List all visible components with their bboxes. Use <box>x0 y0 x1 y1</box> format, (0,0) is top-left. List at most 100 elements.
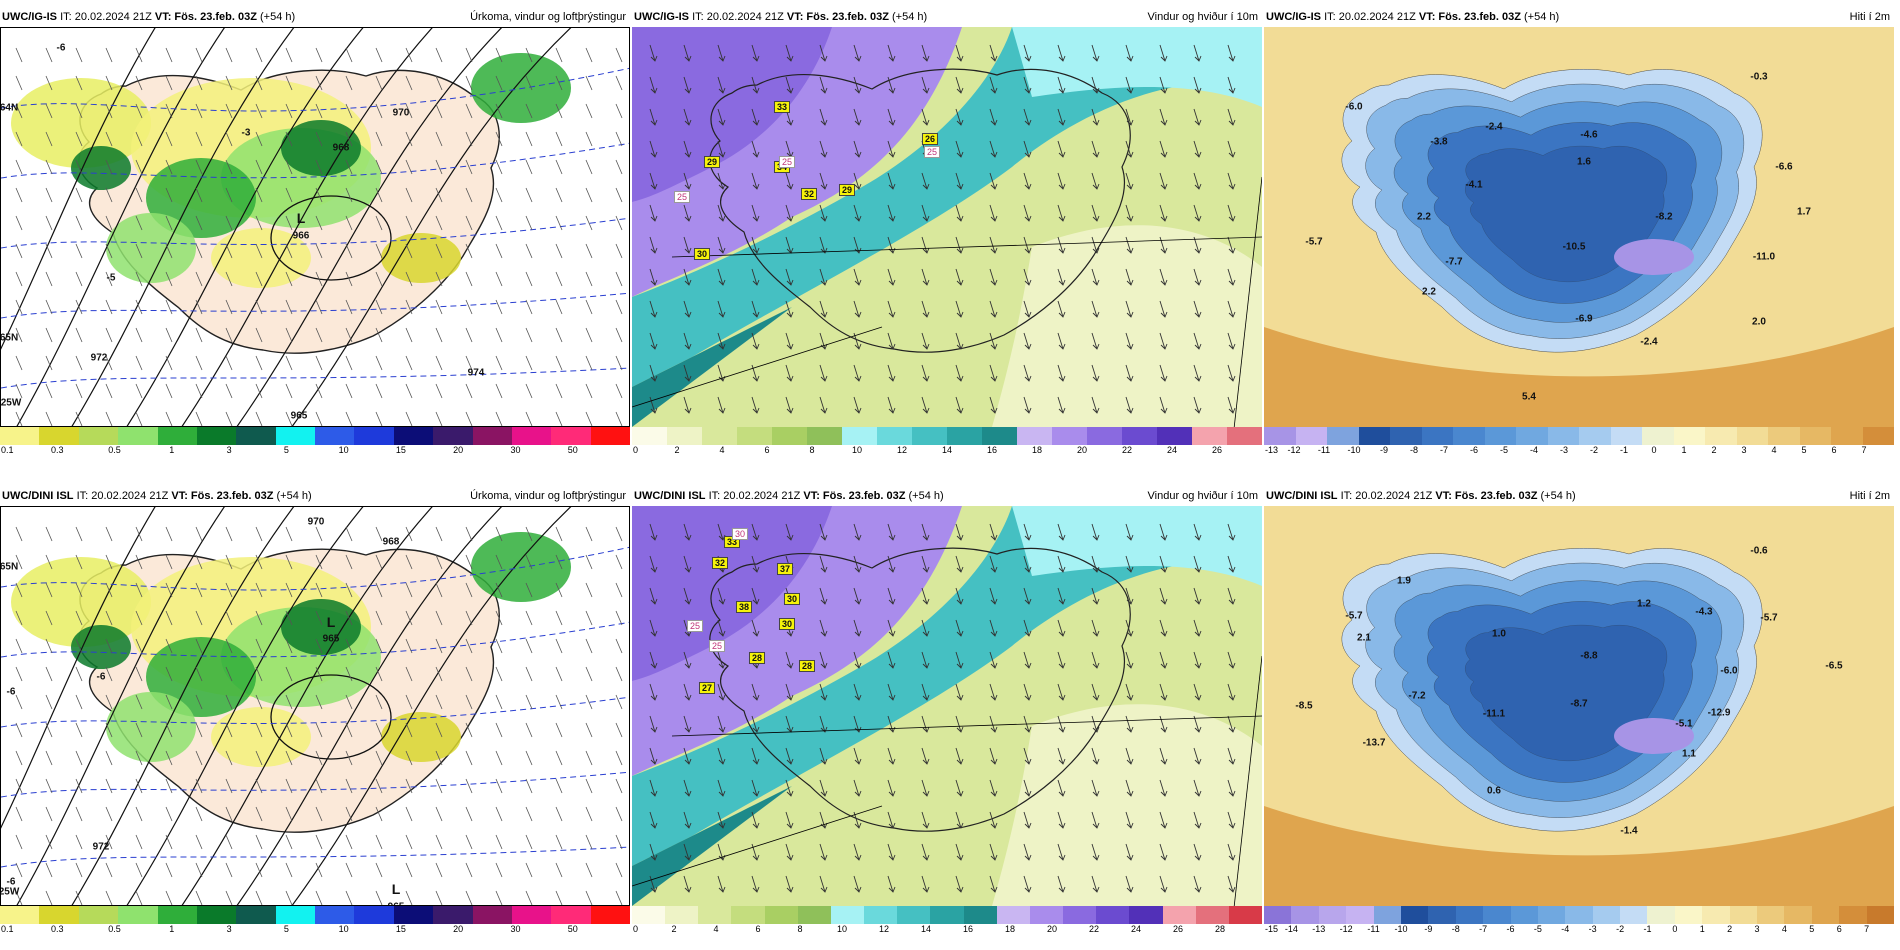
issue-time: IT: 20.02.2024 21Z <box>692 11 784 23</box>
wind-barb <box>615 187 623 203</box>
colorbar-tick: 3 <box>226 445 232 455</box>
wind-barb <box>45 187 53 203</box>
colorbar-tick: 16 <box>962 924 974 934</box>
wind-barb <box>165 411 173 426</box>
wind-barb <box>405 582 413 598</box>
wind-barb <box>465 582 473 598</box>
isobar <box>291 507 572 905</box>
wind-barb <box>525 610 533 626</box>
wind-barb <box>165 862 173 878</box>
colorbar-swatch <box>1674 906 1703 924</box>
wind-barb <box>45 526 53 542</box>
wind-arrow <box>751 555 760 573</box>
wind-arrow <box>785 204 794 222</box>
wind-barb <box>495 131 503 147</box>
colorbar-swatch <box>702 427 737 445</box>
wind-arrow <box>1193 555 1202 573</box>
wind-barb <box>255 411 263 426</box>
wind-arrow <box>955 715 964 733</box>
wind-barb <box>405 694 413 710</box>
wind-barb <box>345 638 353 654</box>
wind-barb <box>15 159 23 175</box>
colorbar-tick: 20 <box>453 445 464 455</box>
wind-barb <box>105 834 113 850</box>
wind-barb <box>405 327 413 343</box>
wind-arrow <box>649 587 658 605</box>
wind-barb <box>315 862 323 878</box>
wind-barb <box>285 722 293 738</box>
wind-barb <box>435 666 443 682</box>
wind-arrow <box>683 364 692 382</box>
wind-barb <box>195 187 203 203</box>
wind-arrow <box>989 779 998 797</box>
colorbar-swatch <box>1484 427 1516 445</box>
wind-arrow <box>853 875 862 893</box>
wind-barb <box>255 862 263 878</box>
wind-barb <box>105 187 113 203</box>
wind-arrow <box>887 651 896 669</box>
wind-arrow <box>853 364 862 382</box>
wind-arrow <box>955 268 964 286</box>
wind-barb <box>285 159 293 175</box>
colorbar-swatch <box>551 427 591 445</box>
colorbar-swatch <box>930 906 964 924</box>
colorbar-tick: 2 <box>1711 445 1717 455</box>
grid-line <box>632 805 883 887</box>
map-value-label: -11.1 <box>1482 708 1506 720</box>
wind-barb <box>255 327 263 343</box>
wind-arrow <box>1227 875 1236 893</box>
map-value-label: 1.9 <box>1397 575 1411 587</box>
wind-barb <box>105 271 113 287</box>
colorbar-swatch <box>393 427 434 445</box>
wind-arrow <box>1023 44 1032 62</box>
wind-arrow <box>853 523 862 541</box>
wind-barb <box>225 243 233 259</box>
wind-arrow <box>1125 44 1134 62</box>
precip-area <box>281 599 361 655</box>
wind-barb <box>585 750 593 766</box>
wind-arrow <box>649 364 658 382</box>
wind-arrow <box>853 651 862 669</box>
wind-barb <box>255 666 263 682</box>
wind-arrow <box>785 779 794 797</box>
wind-arrow <box>1125 875 1134 893</box>
wind-arrow <box>819 172 828 190</box>
wind-barb <box>45 582 53 598</box>
wind-barb <box>555 722 563 738</box>
wind-barb <box>315 299 323 315</box>
wind-arrow <box>1193 268 1202 286</box>
wind-arrow <box>1159 875 1168 893</box>
wind-barb <box>405 187 413 203</box>
wind-barb <box>75 666 83 682</box>
wind-barb <box>255 103 263 119</box>
wind-barb <box>585 131 593 147</box>
wind-arrow <box>921 108 930 126</box>
wind-barb <box>225 834 233 850</box>
wind-barb <box>105 806 113 822</box>
wind-barb <box>255 834 263 850</box>
colorbar-swatch <box>797 906 831 924</box>
wind-barb <box>135 610 143 626</box>
precip-area <box>381 233 461 283</box>
wind-arrow <box>955 747 964 765</box>
wind-barb <box>105 327 113 343</box>
map-value-label: 0.6 <box>1487 785 1501 797</box>
colorbar-swatch <box>1702 906 1730 924</box>
wind-barb <box>15 355 23 371</box>
wind-arrow <box>751 715 760 733</box>
map-value-label: -3.8 <box>1430 136 1448 148</box>
map-canvas <box>1 28 629 426</box>
wind-barb <box>375 327 383 343</box>
colorbar-swatch <box>315 427 355 445</box>
wind-arrow <box>785 843 794 861</box>
wind-arrow <box>921 172 930 190</box>
colorbar-tick: -11 <box>1317 445 1331 455</box>
wind-arrow <box>1227 108 1236 126</box>
wind-barb <box>225 554 233 570</box>
issue-time: IT: 20.02.2024 21Z <box>1340 490 1433 502</box>
colorbar-swatch <box>632 906 666 924</box>
wind-arrow <box>1023 779 1032 797</box>
wind-arrow <box>955 332 964 350</box>
wind-arrow <box>1057 108 1066 126</box>
wind-arrow <box>683 747 692 765</box>
